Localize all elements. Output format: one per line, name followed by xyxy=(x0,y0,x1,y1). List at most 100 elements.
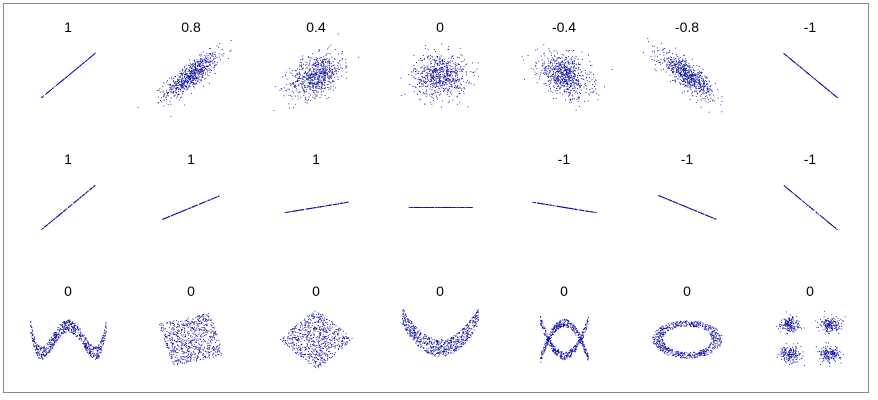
data-point xyxy=(552,205,554,207)
data-point xyxy=(69,205,71,207)
data-point xyxy=(331,71,333,72)
data-point xyxy=(439,63,441,65)
data-point xyxy=(188,80,189,82)
data-point xyxy=(681,77,683,79)
data-point xyxy=(431,89,433,91)
data-point xyxy=(709,80,710,82)
data-point xyxy=(298,77,300,79)
data-point xyxy=(324,80,325,82)
data-point xyxy=(209,62,211,64)
data-point xyxy=(658,62,660,63)
data-point xyxy=(331,56,333,58)
data-point xyxy=(417,72,419,74)
data-point xyxy=(709,86,711,88)
data-point xyxy=(218,56,220,58)
data-point xyxy=(714,83,716,84)
data-point xyxy=(567,76,569,78)
data-point xyxy=(678,72,680,74)
data-point xyxy=(322,68,324,70)
scatter-plot xyxy=(400,43,479,108)
data-point xyxy=(177,84,179,86)
data-point xyxy=(162,90,164,92)
data-point xyxy=(577,75,579,76)
data-point xyxy=(456,80,457,81)
data-point xyxy=(460,53,462,55)
data-point xyxy=(446,87,448,89)
data-point xyxy=(578,73,580,75)
data-point xyxy=(577,72,579,74)
data-point xyxy=(205,57,207,59)
data-point xyxy=(446,69,448,71)
data-point xyxy=(439,76,441,78)
data-point xyxy=(324,73,326,75)
data-point xyxy=(708,81,710,83)
data-point xyxy=(186,68,188,70)
data-point xyxy=(433,69,435,71)
data-point xyxy=(314,84,316,85)
data-point xyxy=(86,59,88,61)
data-point xyxy=(432,93,434,95)
data-point xyxy=(556,83,558,85)
data-point xyxy=(460,68,462,70)
data-point xyxy=(710,97,712,99)
data-point xyxy=(721,96,723,98)
data-point xyxy=(204,54,206,56)
data-point xyxy=(180,90,181,92)
data-point xyxy=(568,71,570,73)
data-point xyxy=(422,83,424,85)
data-point xyxy=(575,56,577,57)
data-point xyxy=(181,68,183,70)
data-point xyxy=(683,72,685,74)
data-point xyxy=(662,49,664,51)
data-point xyxy=(329,68,330,70)
data-point xyxy=(699,91,701,93)
data-point xyxy=(319,69,321,71)
data-point xyxy=(693,78,695,80)
data-point xyxy=(588,74,590,75)
data-point xyxy=(328,81,330,83)
data-point xyxy=(706,83,708,85)
scatter-panel: -1 xyxy=(760,150,860,240)
data-point xyxy=(191,92,192,94)
data-point xyxy=(308,98,309,100)
data-point xyxy=(291,70,293,72)
data-point xyxy=(333,67,335,69)
data-point xyxy=(817,80,819,82)
data-point xyxy=(683,91,685,93)
data-point xyxy=(706,91,708,93)
data-point xyxy=(594,88,596,90)
data-point xyxy=(577,77,579,78)
data-point xyxy=(201,69,203,71)
data-point xyxy=(52,219,54,221)
data-point xyxy=(310,88,311,90)
data-point xyxy=(465,64,467,66)
data-point xyxy=(682,83,684,85)
data-point xyxy=(205,56,206,58)
data-point xyxy=(557,75,559,77)
data-point xyxy=(682,75,683,77)
data-point xyxy=(564,77,566,79)
data-point xyxy=(685,73,687,74)
data-point xyxy=(318,78,319,80)
data-point xyxy=(190,207,192,209)
data-point xyxy=(321,70,323,72)
data-point xyxy=(333,81,335,83)
data-point xyxy=(543,83,545,85)
data-point xyxy=(826,88,827,90)
data-point xyxy=(430,96,432,98)
data-point xyxy=(441,85,442,87)
data-point xyxy=(579,75,581,76)
data-point xyxy=(190,74,191,76)
data-point xyxy=(707,101,709,103)
data-point xyxy=(84,193,86,195)
data-point xyxy=(318,79,320,81)
data-point xyxy=(574,68,576,69)
data-point xyxy=(419,91,421,93)
data-point xyxy=(400,77,402,79)
data-point xyxy=(314,77,316,79)
data-point xyxy=(680,71,682,73)
data-point xyxy=(554,69,556,71)
data-point xyxy=(443,89,445,91)
data-point xyxy=(444,74,446,76)
data-point xyxy=(704,86,706,87)
